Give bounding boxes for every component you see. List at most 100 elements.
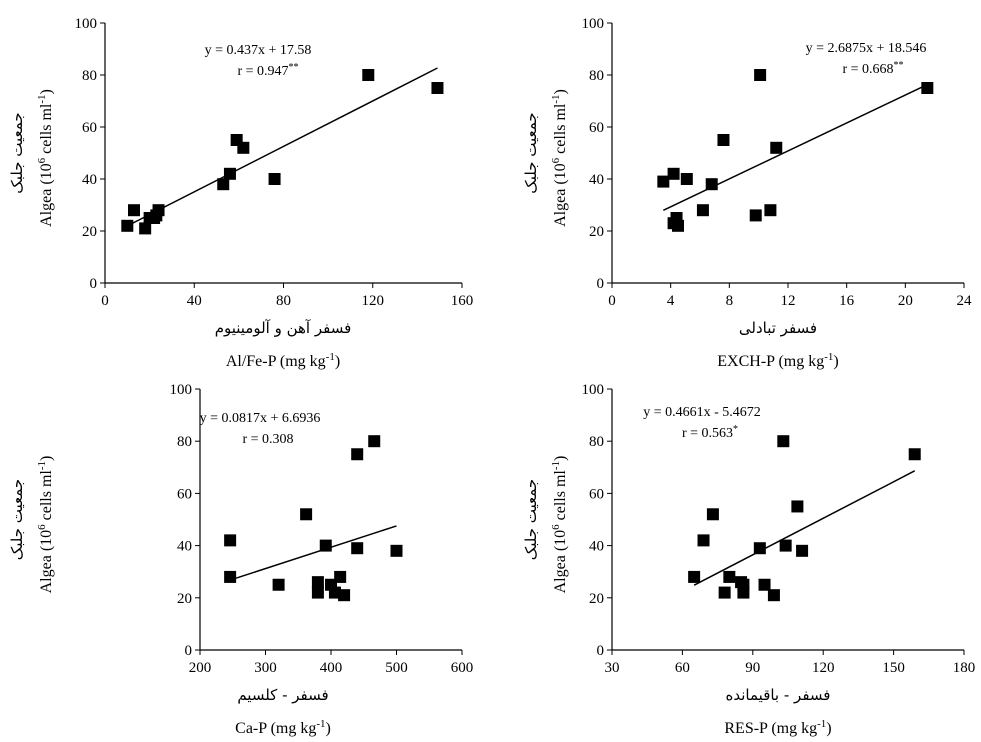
data-point bbox=[749, 209, 762, 222]
x-tick-label: 30 bbox=[605, 660, 620, 676]
x-tick-label: 60 bbox=[675, 660, 690, 676]
data-point bbox=[672, 219, 684, 232]
correlation-coefficient: r = 0.668** bbox=[842, 60, 903, 78]
data-point bbox=[723, 570, 736, 583]
y-tick-label: 20 bbox=[589, 591, 604, 607]
data-point bbox=[767, 589, 780, 602]
data-point bbox=[779, 539, 792, 552]
data-point bbox=[268, 173, 281, 185]
y-tick-label: 80 bbox=[589, 68, 604, 84]
data-point bbox=[764, 204, 777, 217]
y-tick-label: 0 bbox=[90, 276, 98, 292]
x-axis-label-persian: فسفر - کلسیم bbox=[237, 686, 328, 704]
x-tick-label: 300 bbox=[254, 660, 277, 676]
y-axis-label: Algea (106 cells ml-1) bbox=[36, 456, 55, 594]
correlation-coefficient: r = 0.563* bbox=[682, 424, 738, 442]
y-tick-label: 60 bbox=[82, 120, 97, 136]
regression-equation: y = 0.437x + 17.58 bbox=[205, 43, 312, 58]
x-tick-label: 120 bbox=[362, 293, 385, 309]
x-tick-label: 40 bbox=[187, 293, 202, 309]
data-point bbox=[311, 586, 324, 599]
x-tick-label: 8 bbox=[726, 293, 734, 309]
y-axis-label: Algea (106 cells ml-1) bbox=[550, 456, 569, 594]
y-tick-label: 0 bbox=[185, 643, 193, 659]
scatter-panel-3: 0 20 40 60 80 100 200 300 400 500 600 y = 0.0817x +… bbox=[8, 382, 473, 737]
data-point bbox=[737, 578, 750, 591]
data-point bbox=[334, 570, 347, 583]
data-point bbox=[754, 69, 767, 81]
y-tick-label: 60 bbox=[589, 486, 604, 502]
y-tick-label: 0 bbox=[597, 643, 605, 659]
x-axis-label: EXCH-P (mg kg-1) bbox=[717, 351, 838, 370]
y-tick-label: 100 bbox=[582, 16, 605, 32]
data-point bbox=[706, 508, 719, 521]
data-point bbox=[139, 222, 152, 235]
scatter-panel-4: 0 20 40 60 80 100 30 60 90 120 150 180 y = 0.4661x -… bbox=[522, 382, 975, 737]
x-axis-label-persian: فسفر تبادلی bbox=[739, 319, 817, 337]
x-tick-label: 0 bbox=[101, 293, 109, 309]
y-tick-label: 40 bbox=[589, 172, 604, 188]
y-tick-label: 0 bbox=[597, 276, 605, 292]
data-point bbox=[667, 167, 680, 180]
data-point bbox=[224, 534, 237, 547]
x-tick-label: 20 bbox=[898, 293, 913, 309]
data-point bbox=[311, 576, 324, 589]
data-point bbox=[688, 570, 701, 583]
data-point bbox=[223, 167, 236, 180]
data-point bbox=[272, 578, 285, 591]
scatter-panel-1: 0 20 40 60 80 100 0 40 80 120 160 y = 0.437x + 17.5… bbox=[8, 16, 473, 370]
x-tick-label: 500 bbox=[385, 660, 408, 676]
y-tick-label: 40 bbox=[177, 539, 192, 555]
data-point bbox=[770, 141, 783, 154]
data-point bbox=[753, 542, 766, 555]
x-tick-label: 0 bbox=[608, 293, 616, 309]
x-tick-label: 600 bbox=[451, 660, 474, 676]
x-tick-label: 180 bbox=[953, 660, 976, 676]
x-tick-label: 200 bbox=[189, 660, 212, 676]
data-point bbox=[217, 178, 230, 191]
x-axis-label-persian: فسفر آهن و آلومینیوم bbox=[215, 319, 352, 337]
x-axis-label: Ca-P (mg kg-1) bbox=[235, 718, 331, 737]
data-point bbox=[921, 82, 934, 94]
y-tick-label: 60 bbox=[589, 120, 604, 136]
trendline bbox=[229, 525, 397, 581]
y-tick-label: 20 bbox=[589, 224, 604, 240]
x-axis-label: Al/Fe-P (mg kg-1) bbox=[226, 351, 340, 370]
regression-equation: y = 0.0817x + 6.6936 bbox=[200, 411, 321, 426]
data-point bbox=[908, 448, 921, 461]
y-tick-label: 60 bbox=[177, 486, 192, 502]
data-point bbox=[796, 544, 809, 557]
data-point bbox=[319, 539, 332, 552]
data-point bbox=[431, 82, 444, 94]
y-tick-label: 20 bbox=[177, 591, 192, 607]
y-axis-label-persian: جمعیت جلبک bbox=[522, 112, 540, 193]
y-axis-label: Algea (106 cells ml-1) bbox=[36, 89, 55, 227]
correlation-coefficient: r = 0.308 bbox=[242, 432, 293, 447]
y-tick-label: 80 bbox=[589, 434, 604, 450]
correlation-coefficient: r = 0.947** bbox=[237, 62, 298, 80]
x-tick-label: 16 bbox=[839, 293, 855, 309]
regression-equation: y = 2.6875x + 18.546 bbox=[806, 41, 927, 56]
data-point bbox=[362, 69, 375, 81]
trendline bbox=[124, 67, 438, 228]
y-tick-label: 80 bbox=[177, 434, 192, 450]
y-tick-label: 80 bbox=[82, 68, 97, 84]
y-tick-label: 100 bbox=[582, 382, 605, 398]
data-point bbox=[338, 589, 351, 602]
data-point bbox=[328, 586, 341, 599]
regression-equation: y = 0.4661x - 5.4672 bbox=[643, 405, 761, 420]
trendline bbox=[663, 83, 928, 212]
x-axis-label: RES-P (mg kg-1) bbox=[724, 718, 831, 737]
data-point bbox=[152, 204, 165, 217]
x-tick-label: 160 bbox=[451, 293, 474, 309]
data-point bbox=[300, 508, 313, 521]
x-tick-label: 80 bbox=[276, 293, 291, 309]
y-tick-label: 40 bbox=[82, 172, 97, 188]
x-tick-label: 120 bbox=[812, 660, 835, 676]
y-axis-label-persian: جمعیت جلبک bbox=[522, 479, 540, 560]
data-point bbox=[717, 134, 730, 146]
y-axis-label-persian: جمعیت جلبک bbox=[8, 479, 26, 560]
data-point bbox=[390, 544, 403, 557]
data-point bbox=[368, 435, 381, 448]
